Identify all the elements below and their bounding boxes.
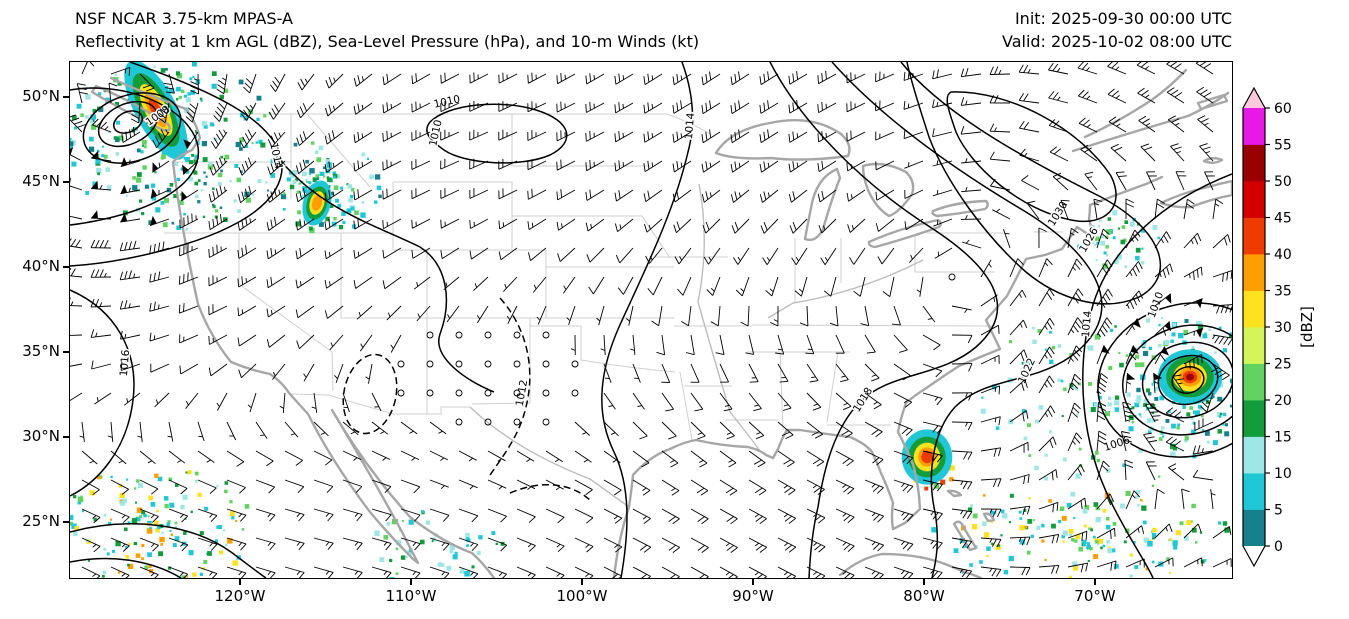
lon-tick-mark xyxy=(410,579,412,585)
coastlines-layer xyxy=(90,68,1232,578)
lat-tick-label: 35°N xyxy=(22,342,60,360)
lat-tick-label: 50°N xyxy=(22,87,60,105)
svg-text:25: 25 xyxy=(1274,357,1292,373)
lon-tick-mark xyxy=(923,579,925,585)
lat-tick-mark xyxy=(63,351,69,353)
svg-text:1014: 1014 xyxy=(1080,310,1094,338)
state-borders-layer xyxy=(164,113,1063,508)
lat-tick-label: 30°N xyxy=(22,427,60,445)
svg-text:45: 45 xyxy=(1274,211,1292,227)
svg-text:15: 15 xyxy=(1274,430,1292,446)
svg-text:60: 60 xyxy=(1274,101,1292,117)
lon-tick-label: 90°W xyxy=(732,587,774,605)
lat-tick-label: 40°N xyxy=(22,257,60,275)
lon-tick-label: 110°W xyxy=(385,587,437,605)
lat-tick-mark xyxy=(63,181,69,183)
valid-time-label: Valid: 2025-10-02 08:00 UTC xyxy=(1001,32,1232,51)
lon-tick-label: 100°W xyxy=(556,587,608,605)
init-time-label: Init: 2025-09-30 00:00 UTC xyxy=(1014,9,1232,28)
svg-text:50: 50 xyxy=(1274,174,1292,190)
lat-tick-mark xyxy=(63,521,69,523)
lon-tick-label: 80°W xyxy=(903,587,945,605)
lon-tick-label: 70°W xyxy=(1074,587,1116,605)
lat-tick-label: 45°N xyxy=(22,172,60,190)
svg-text:10: 10 xyxy=(1274,466,1292,482)
lon-tick-mark xyxy=(752,579,754,585)
field-title: Reflectivity at 1 km AGL (dBZ), Sea-Leve… xyxy=(75,32,700,51)
svg-text:40: 40 xyxy=(1274,247,1292,263)
lon-tick-label: 120°W xyxy=(214,587,266,605)
lat-tick-mark xyxy=(63,266,69,268)
colorbar-label: [dBZ] xyxy=(1298,306,1316,348)
svg-text:55: 55 xyxy=(1274,138,1292,154)
svg-text:1014: 1014 xyxy=(683,112,697,140)
lat-tick-mark xyxy=(63,96,69,98)
svg-text:0: 0 xyxy=(1274,539,1283,555)
lon-tick-mark xyxy=(1094,579,1096,585)
svg-text:35: 35 xyxy=(1274,284,1292,300)
colorbar: 0 5 10 15 20 25 30 35 40 45 50 55 60 xyxy=(1242,86,1292,568)
lon-tick-mark xyxy=(239,579,241,585)
svg-text:1022: 1022 xyxy=(1016,356,1038,385)
lat-tick-label: 25°N xyxy=(22,512,60,530)
pressure-contours-layer xyxy=(70,62,1232,578)
model-title: NSF NCAR 3.75-km MPAS-A xyxy=(75,9,293,28)
lat-tick-mark xyxy=(63,436,69,438)
svg-text:1018: 1018 xyxy=(851,385,875,414)
reflectivity-layer xyxy=(70,62,1232,578)
svg-text:5: 5 xyxy=(1274,503,1283,519)
svg-text:1016: 1016 xyxy=(118,349,132,377)
wind-barbs-layer xyxy=(70,62,1232,578)
svg-text:30: 30 xyxy=(1274,320,1292,336)
svg-text:20: 20 xyxy=(1274,393,1292,409)
lon-tick-mark xyxy=(581,579,583,585)
